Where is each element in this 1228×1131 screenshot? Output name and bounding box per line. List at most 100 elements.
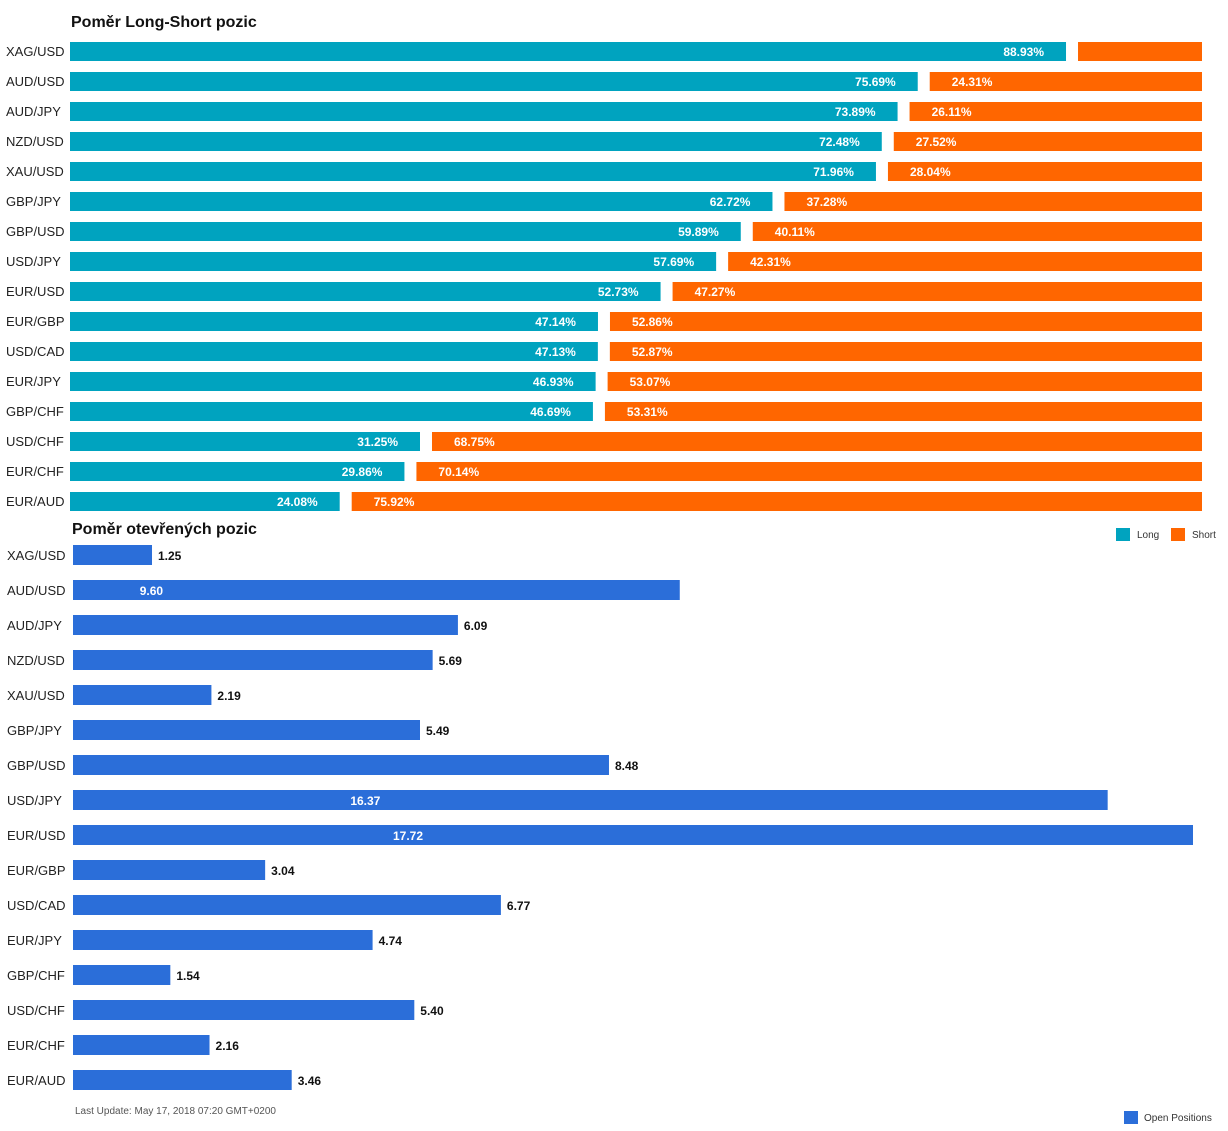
long-value-label: 31.25% [357, 435, 398, 449]
last-update-text: Last Update: May 17, 2018 07:20 GMT+0200 [75, 1106, 276, 1117]
bar-value-label: 3.04 [271, 864, 295, 878]
bar-value-label: 17.72 [393, 829, 423, 843]
short-value-label: 27.52% [916, 135, 957, 149]
category-label: USD/JPY [6, 254, 61, 269]
legend-swatch-short [1171, 528, 1185, 541]
long-bar [70, 42, 1067, 61]
chart-title: Poměr Long-Short pozic [71, 14, 257, 31]
open-positions-bar [73, 685, 212, 705]
short-bar [1078, 42, 1202, 61]
category-label: EUR/CHF [6, 464, 64, 479]
bar-value-label: 5.40 [420, 1004, 444, 1018]
short-value-label: 47.27% [695, 285, 736, 299]
short-value-label: 24.31% [952, 75, 993, 89]
category-label: GBP/USD [7, 758, 66, 773]
short-value-label: 26.11% [932, 105, 972, 119]
legend-swatch-long [1116, 528, 1130, 541]
long-value-label: 62.72% [710, 195, 751, 209]
long-bar [70, 492, 340, 511]
legend-label-open-positions: Open Positions [1144, 1113, 1212, 1124]
open-positions-bar [73, 545, 153, 565]
short-bar [607, 372, 1202, 391]
category-label: EUR/GBP [6, 314, 65, 329]
open-positions-bar [73, 860, 266, 880]
long-value-label: 88.93% [1003, 45, 1044, 59]
short-bar [784, 192, 1202, 211]
open-positions-bar [73, 895, 501, 915]
bar-value-label: 6.77 [507, 899, 531, 913]
short-bar [728, 252, 1202, 271]
long-value-label: 52.73% [598, 285, 639, 299]
long-bar [70, 342, 598, 361]
open-positions-bar [73, 650, 433, 670]
short-bar [893, 132, 1202, 151]
legend-label-short: Short [1192, 530, 1216, 541]
open-positions-bar [73, 790, 1108, 810]
long-bar [70, 282, 661, 301]
short-bar [929, 72, 1202, 91]
bar-value-label: 6.09 [464, 619, 488, 633]
long-bar [70, 402, 593, 421]
short-bar [609, 342, 1202, 361]
category-label: USD/JPY [7, 793, 62, 808]
short-value-label: 75.92% [374, 495, 415, 509]
short-value-label: 68.75% [454, 435, 495, 449]
short-value-label: 37.28% [806, 195, 847, 209]
open-positions-bar [73, 825, 1193, 845]
open-positions-bar [73, 720, 420, 740]
short-value-label: 52.87% [632, 345, 673, 359]
category-label: EUR/AUD [6, 494, 65, 509]
long-value-label: 24.08% [277, 495, 318, 509]
open-positions-bar [73, 580, 680, 600]
short-value-label: 28.04% [910, 165, 951, 179]
category-label: GBP/USD [6, 224, 65, 239]
long-bar [70, 252, 717, 271]
legend-swatch-open-positions [1124, 1111, 1138, 1124]
short-value-label: 70.14% [438, 465, 479, 479]
category-label: NZD/USD [7, 653, 65, 668]
long-value-label: 57.69% [653, 255, 694, 269]
long-value-label: 46.93% [533, 375, 574, 389]
category-label: GBP/CHF [6, 404, 64, 419]
open-positions-bar [73, 755, 609, 775]
open-positions-bar [73, 930, 373, 950]
category-label: USD/CAD [6, 344, 65, 359]
long-bar [70, 432, 420, 451]
long-bar [70, 222, 741, 241]
short-bar [351, 492, 1202, 511]
open-positions-chart: Long Short Poměr otevřených pozic XAG/USD 1.… [7, 521, 1216, 1124]
category-label: USD/CAD [7, 898, 66, 913]
long-value-label: 75.69% [855, 75, 896, 89]
category-label: EUR/CHF [7, 1038, 65, 1053]
category-label: GBP/JPY [6, 194, 61, 209]
category-label: NZD/USD [6, 134, 64, 149]
category-label: EUR/JPY [7, 933, 62, 948]
long-value-label: 47.14% [535, 315, 576, 329]
category-label: XAU/USD [7, 688, 65, 703]
short-value-label: 53.31% [627, 405, 668, 419]
short-value-label: 42.31% [750, 255, 791, 269]
category-label: EUR/AUD [7, 1073, 66, 1088]
long-short-chart: Poměr Long-Short pozic XAG/USD 88.93% AUD/U… [6, 14, 1202, 511]
open-positions-bar [73, 1070, 292, 1090]
bar-value-label: 8.48 [615, 759, 639, 773]
category-label: AUD/JPY [7, 618, 62, 633]
category-label: GBP/JPY [7, 723, 62, 738]
open-positions-bar [73, 965, 171, 985]
bar-value-label: 5.69 [439, 654, 463, 668]
short-bar [909, 102, 1202, 121]
short-bar [609, 312, 1202, 331]
short-value-label: 40.11% [775, 225, 815, 239]
bar-value-label: 5.49 [426, 724, 450, 738]
long-value-label: 29.86% [342, 465, 383, 479]
long-value-label: 73.89% [835, 105, 876, 119]
category-label: EUR/USD [7, 828, 66, 843]
legend-label-long: Long [1137, 530, 1159, 541]
category-label: GBP/CHF [7, 968, 65, 983]
bar-value-label: 4.74 [379, 934, 403, 948]
long-value-label: 46.69% [530, 405, 571, 419]
category-label: USD/CHF [6, 434, 64, 449]
short-bar [752, 222, 1202, 241]
short-value-label: 52.86% [632, 315, 673, 329]
short-bar [672, 282, 1202, 301]
